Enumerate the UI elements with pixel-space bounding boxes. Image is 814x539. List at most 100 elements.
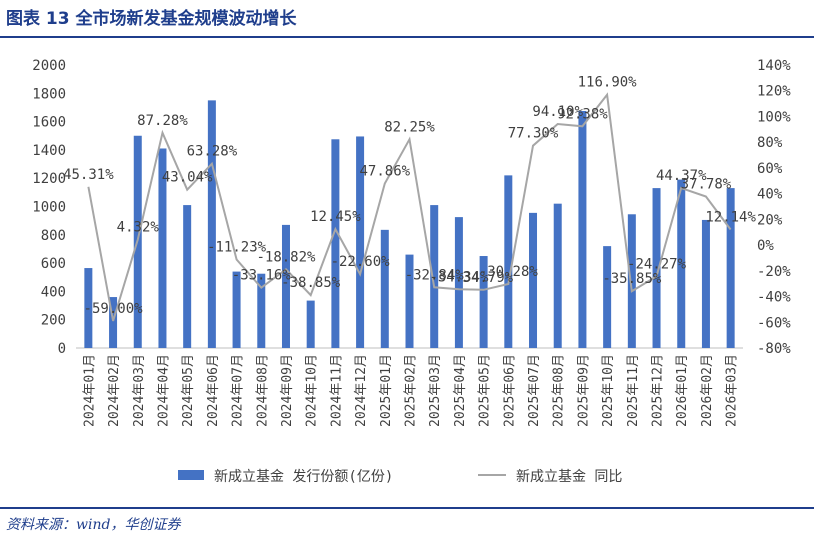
y-left-tick-label: 1400 [32, 143, 66, 159]
data-label: -11.23% [207, 240, 267, 256]
y-right-tick-label: 120% [757, 84, 791, 100]
bar [454, 217, 463, 348]
y-right-tick-label: 80% [757, 135, 783, 151]
data-label: -33.16% [232, 268, 292, 284]
data-label: 87.28% [137, 113, 188, 129]
y-right-tick-label: 20% [757, 212, 783, 228]
y-left-tick-label: 600 [41, 256, 66, 272]
y-right-tick-label: 40% [757, 187, 783, 203]
y-right-tick-label: 140% [757, 58, 791, 74]
data-label: -32.84% [405, 267, 465, 283]
bar [109, 297, 118, 348]
figure-title: 图表 13 全市场新发基金规模波动增长 [6, 9, 297, 29]
y-right-tick-label: -20% [757, 264, 791, 280]
data-label: 82.25% [384, 119, 435, 135]
bar [479, 256, 488, 348]
data-label: 37.78% [681, 176, 732, 192]
data-label: 4.32% [117, 220, 160, 236]
bar [281, 224, 290, 348]
bar [529, 212, 538, 348]
x-tick-label: 2024年05月 [181, 354, 196, 427]
data-label: 12.45% [310, 209, 361, 225]
x-tick-label: 2025年03月 [428, 354, 443, 427]
source-note: 资料来源：wind，华创证券 [6, 517, 181, 533]
bar [331, 139, 340, 348]
bar [356, 136, 365, 348]
data-labels: 45.31% -59.00% 4.32% 87.28% 43.04% 63.28% -11.… [63, 75, 756, 317]
y-left-tick-label: 200 [41, 313, 66, 329]
y-left-tick-label: 400 [41, 284, 66, 300]
y-left-tick-label: 1800 [32, 86, 66, 102]
y-left-tick-label: 1600 [32, 115, 66, 131]
x-tick-label: 2025年01月 [379, 354, 394, 427]
bar [84, 268, 93, 348]
yoy-line [87, 92, 732, 322]
data-label: -22.60% [331, 254, 391, 270]
bar [677, 179, 686, 348]
data-label: 116.90% [578, 75, 638, 91]
data-label: 63.28% [187, 144, 238, 160]
line-series [87, 92, 732, 322]
y-right-tick-label: -60% [757, 315, 791, 331]
bar [306, 300, 315, 348]
x-tick-label: 2026年03月 [725, 354, 740, 427]
y-left-tick-label: 1000 [32, 200, 66, 216]
y-left-tick-label: 2000 [32, 58, 66, 74]
x-tick-label: 2026年01月 [675, 354, 690, 427]
bar [183, 205, 192, 348]
legend-bar-swatch [178, 470, 204, 480]
source-divider [0, 507, 814, 509]
x-tick-label: 2025年10月 [601, 354, 616, 427]
x-tick-label: 2025年09月 [576, 354, 591, 427]
y-left-tick-label: 0 [58, 341, 66, 357]
data-label: 44.37% [656, 168, 707, 184]
bar [380, 229, 389, 348]
data-label: 43.04% [162, 170, 213, 186]
bar [603, 246, 612, 348]
y-left-tick-label: 1200 [32, 171, 66, 187]
bar [504, 175, 513, 348]
bar [553, 203, 562, 348]
x-tick-label: 2024年06月 [206, 354, 221, 427]
title-divider [0, 36, 814, 38]
x-tick-label: 2024年03月 [132, 354, 147, 427]
bar [232, 271, 241, 348]
data-label: -59.00% [84, 301, 144, 317]
x-tick-label: 2025年04月 [453, 354, 468, 427]
combo-chart: 0 200 400 600 800 1000 1200 1400 1600 1800 2000 -80… [32, 58, 791, 485]
x-tick-label: 2026年02月 [700, 354, 715, 427]
legend-bar-label: 新成立基金 发行份额(亿份) [214, 468, 393, 485]
bar [207, 100, 216, 348]
x-tick-label: 2025年12月 [651, 354, 666, 427]
y-right-tick-label: 0% [757, 238, 774, 254]
axes: 0 200 400 600 800 1000 1200 1400 1600 1800 2000 -80… [32, 58, 791, 427]
data-label: -24.27% [627, 256, 687, 272]
x-tick-label: 2024年02月 [107, 354, 122, 427]
data-label: 45.31% [63, 167, 114, 183]
bar [158, 148, 167, 348]
x-tick-label: 2025年07月 [527, 354, 542, 427]
bar [430, 205, 439, 348]
data-label: -30.28% [479, 264, 539, 280]
x-tick-label: 2024年04月 [156, 354, 171, 427]
y-right-tick-label: 60% [757, 161, 783, 177]
x-tick-label: 2024年08月 [255, 354, 270, 427]
data-label: -34.79% [454, 270, 514, 286]
data-label: 92.38% [557, 106, 608, 122]
bar [405, 254, 414, 348]
x-tick-label: 2024年01月 [82, 354, 97, 427]
data-label: 94.10% [532, 104, 583, 120]
bar-series [84, 100, 735, 348]
x-tick-label: 2025年02月 [404, 354, 419, 427]
data-label: 77.30% [508, 126, 559, 142]
data-label: -35.85% [602, 271, 662, 287]
x-tick-label: 2024年12月 [354, 354, 369, 427]
x-tick-label: 2025年08月 [552, 354, 567, 427]
bar [726, 188, 735, 348]
legend-line-label: 新成立基金 同比 [516, 468, 622, 485]
x-tick-label: 2024年07月 [231, 354, 246, 427]
bar [257, 273, 266, 348]
x-tick-label: 2024年09月 [280, 354, 295, 427]
bar [701, 219, 710, 348]
y-right-tick-label: -40% [757, 290, 791, 306]
